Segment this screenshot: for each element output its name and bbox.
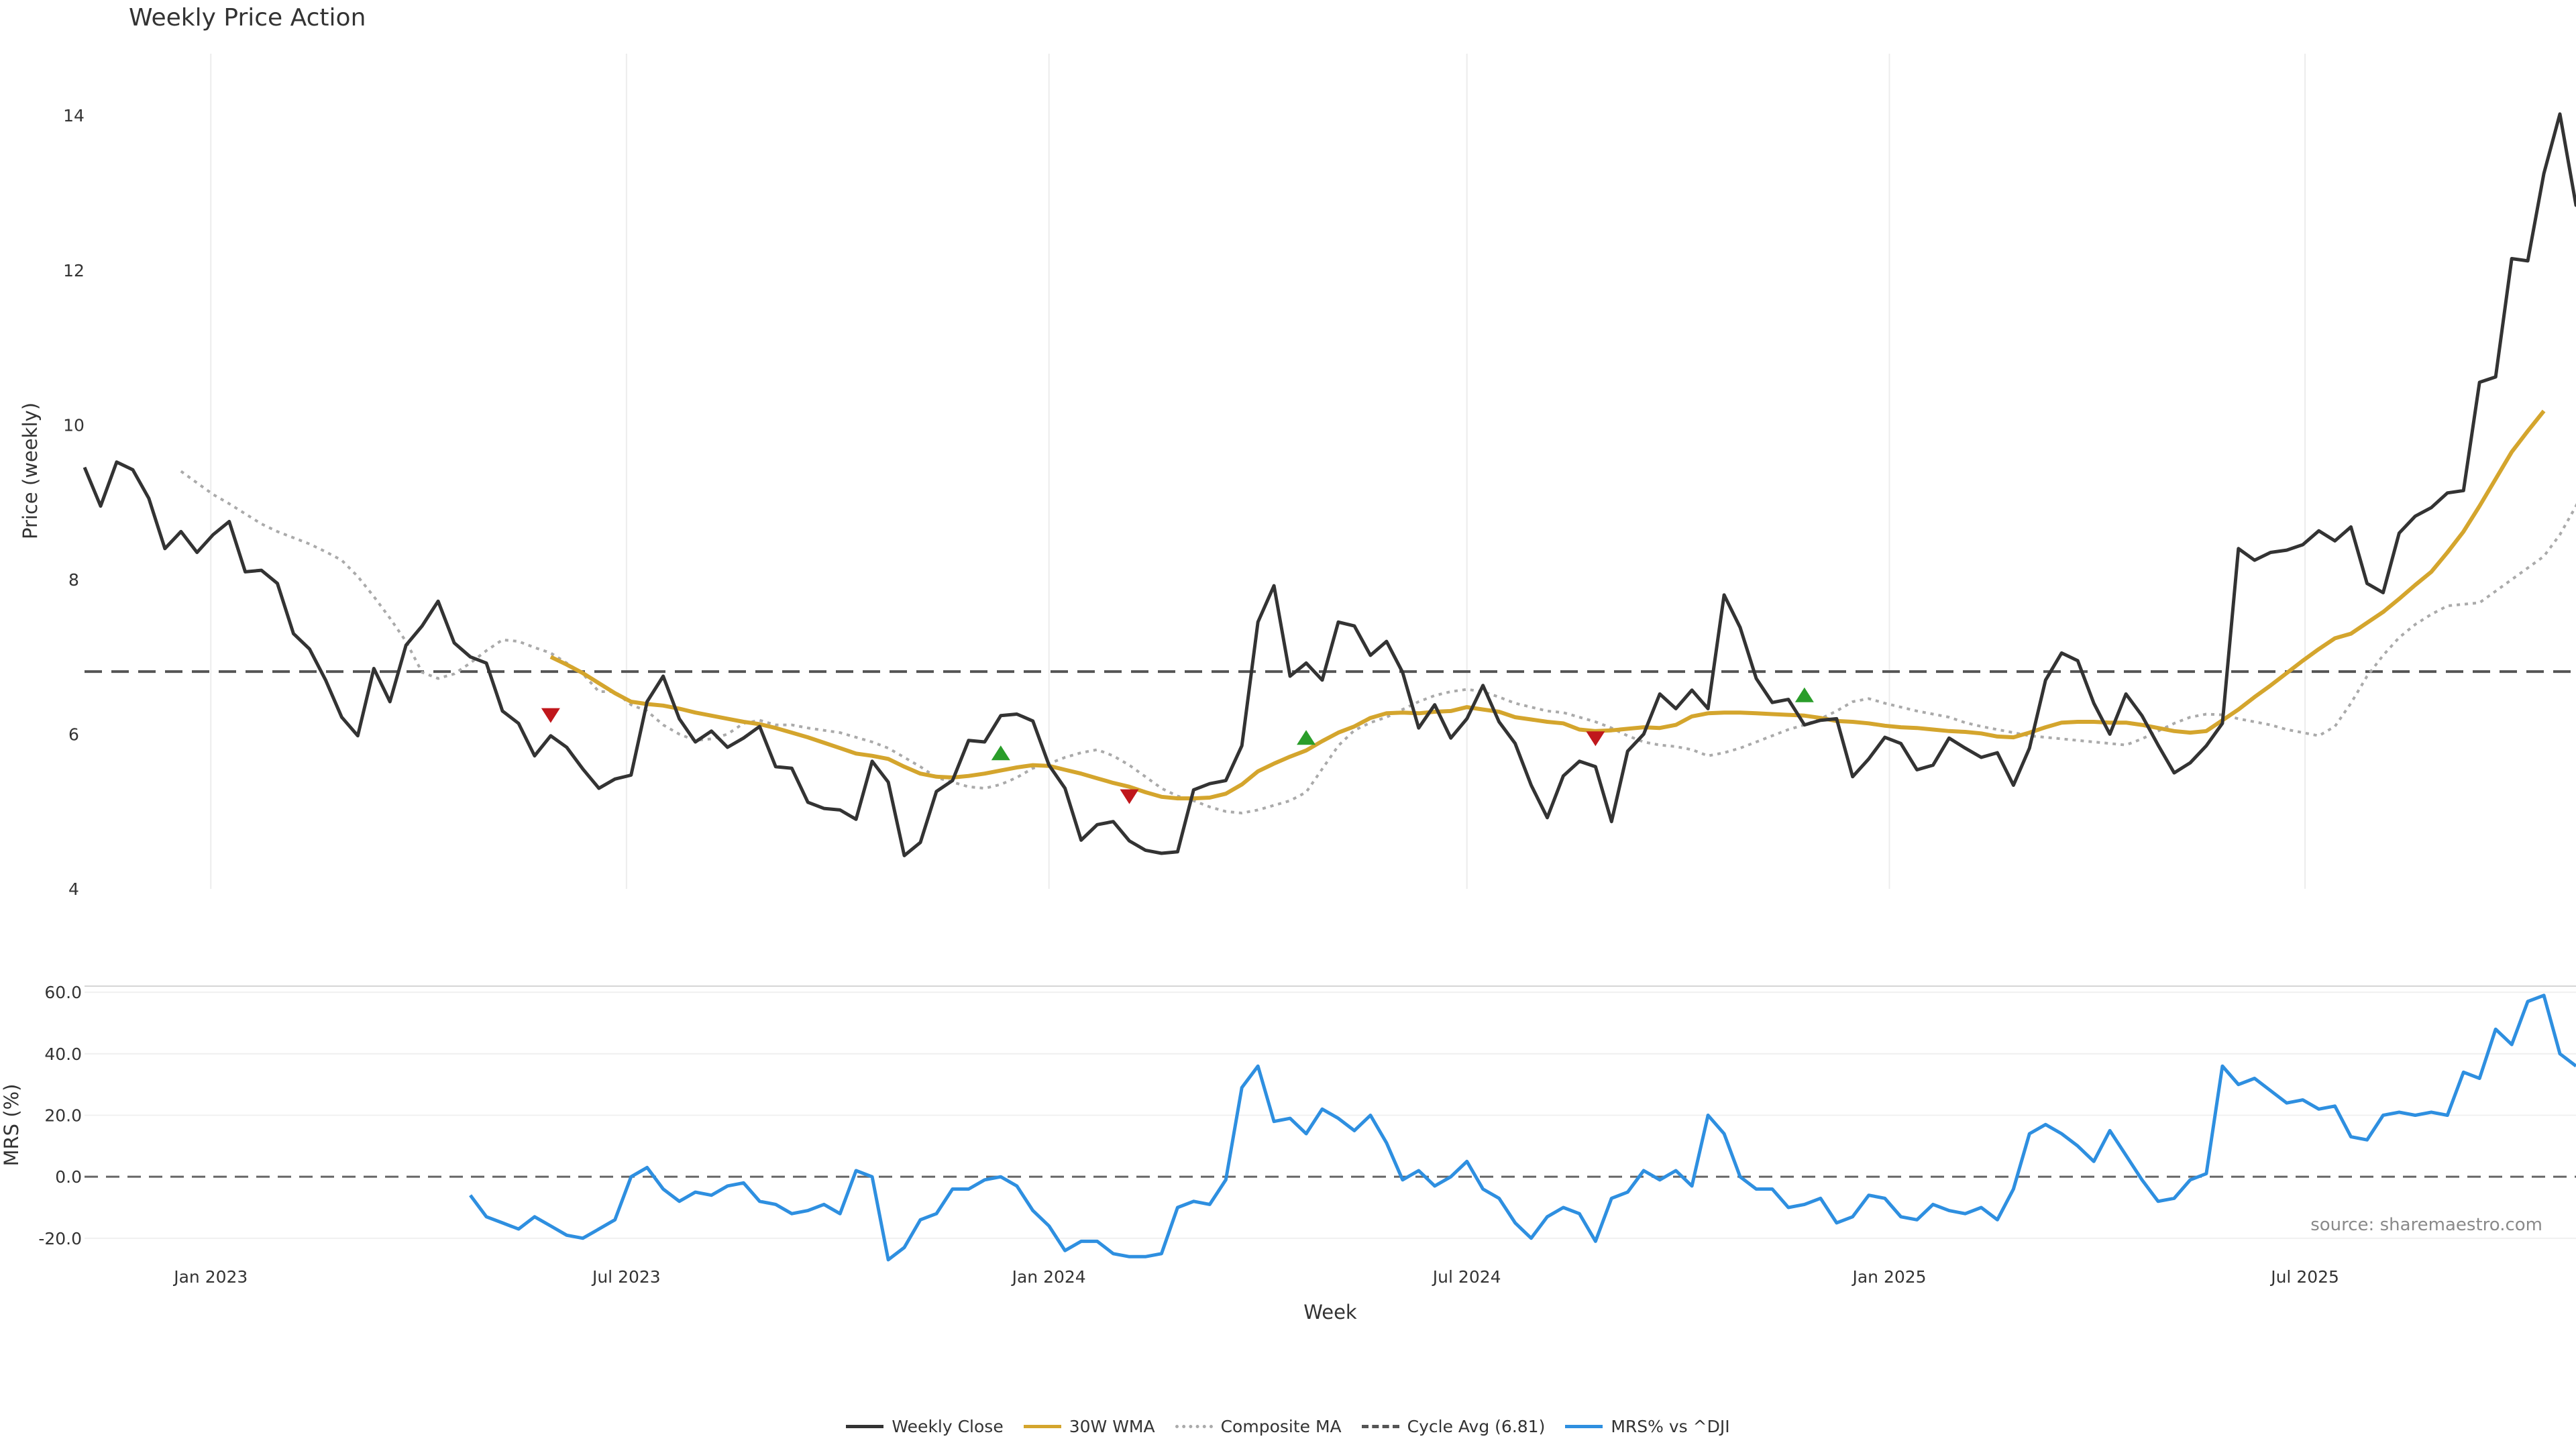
- legend-label: 30W WMA: [1069, 1417, 1155, 1436]
- sell-signal-marker: [1120, 789, 1139, 804]
- axes: Jan 2023 Jul 2023 Jan 2024 Jul 2024 Jan 2025…: [38, 106, 2339, 1287]
- legend-item: MRS% vs ^DJI: [1565, 1417, 1730, 1436]
- price-y-tick-label: 12: [63, 261, 85, 280]
- legend-swatch: [1023, 1425, 1061, 1428]
- buy-signal-marker: [1794, 687, 1814, 702]
- mrs-y-tick-label: 20.0: [44, 1106, 82, 1126]
- sell-signal-marker: [541, 708, 560, 723]
- x-tick-label: Jul 2024: [1432, 1267, 1501, 1287]
- weekly-close-line: [83, 112, 2576, 857]
- price-y-tick-label: 8: [68, 570, 79, 590]
- legend-label: MRS% vs ^DJI: [1611, 1417, 1730, 1436]
- x-tick-label: Jul 2023: [591, 1267, 661, 1287]
- x-tick-label: Jan 2025: [1851, 1267, 1926, 1287]
- sell-signal-marker: [1586, 731, 1605, 747]
- x-axis-title: Week: [1303, 1301, 1357, 1324]
- legend-swatch: [1565, 1425, 1603, 1428]
- legend-swatch: [1361, 1425, 1399, 1428]
- legend: Weekly Close 30W WMA Composite MA Cycle Avg…: [0, 1417, 2576, 1436]
- chart-title: Weekly Price Action: [129, 4, 366, 32]
- price-y-tick-label: 6: [68, 724, 79, 744]
- mrs-line: [469, 994, 2576, 1262]
- mrs-y-tick-label: -20.0: [38, 1229, 82, 1248]
- mrs-y-tick-label: 40.0: [44, 1044, 82, 1064]
- price-y-tick-label: 10: [63, 415, 85, 435]
- buy-signal-marker: [991, 745, 1010, 761]
- mrs-axis-title: MRS (%): [0, 1084, 23, 1167]
- x-tick-label: Jan 2023: [172, 1267, 248, 1287]
- legend-label: Weekly Close: [892, 1417, 1004, 1436]
- legend-swatch: [846, 1425, 884, 1428]
- mrs-panel: [85, 994, 2576, 1262]
- legend-swatch: [1175, 1425, 1213, 1428]
- price-axis-title: Price (weekly): [19, 402, 42, 539]
- gridlines: [85, 54, 2576, 1239]
- price-panel: [83, 112, 2576, 857]
- mrs-y-tick-label: 60.0: [44, 983, 82, 1002]
- source-label: source: sharemaestro.com: [2310, 1215, 2542, 1235]
- x-tick-label: Jan 2024: [1011, 1267, 1086, 1287]
- composite-ma-line: [180, 470, 2576, 815]
- legend-label: Composite MA: [1220, 1417, 1342, 1436]
- mrs-y-tick-label: 0.0: [55, 1167, 82, 1187]
- price-y-tick-label: 4: [68, 879, 79, 899]
- buy-signal-marker: [1297, 730, 1316, 745]
- x-tick-label: Jul 2025: [2269, 1267, 2339, 1287]
- legend-item: Weekly Close: [846, 1417, 1004, 1436]
- legend-item: 30W WMA: [1023, 1417, 1155, 1436]
- wma-line: [549, 409, 2546, 801]
- legend-label: Cycle Avg (6.81): [1407, 1417, 1546, 1436]
- price-y-tick-label: 14: [63, 106, 85, 125]
- legend-item: Cycle Avg (6.81): [1361, 1417, 1546, 1436]
- legend-item: Composite MA: [1175, 1417, 1342, 1436]
